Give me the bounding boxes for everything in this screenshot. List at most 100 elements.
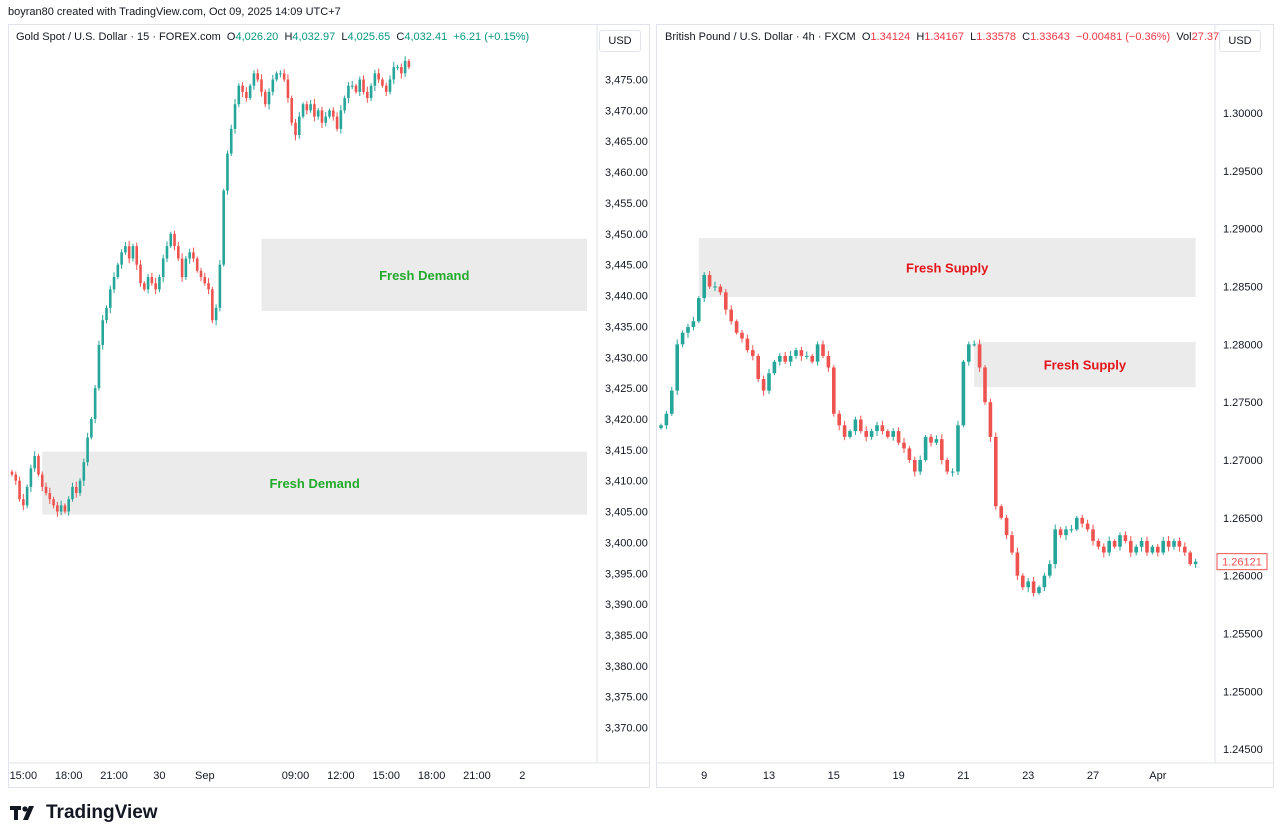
- x-tick-label: 9: [701, 770, 707, 782]
- y-tick-label: 1.27500: [1223, 397, 1263, 409]
- candle: [972, 340, 976, 347]
- candle: [821, 340, 825, 359]
- y-tick-label: 1.30000: [1223, 108, 1263, 120]
- candle: [192, 247, 195, 263]
- y-tick-label: 1.25000: [1223, 686, 1263, 698]
- candle: [263, 89, 267, 108]
- gold-close-value: 4,032.41: [404, 31, 448, 43]
- tradingview-logo[interactable]: TradingView: [10, 802, 158, 824]
- candle: [56, 501, 59, 517]
- candle: [135, 242, 139, 270]
- candle: [112, 272, 116, 293]
- candle: [211, 286, 214, 324]
- candle: [180, 253, 184, 282]
- last-price-label: 1.26121: [1222, 557, 1262, 569]
- gbpusd-symbol-line: British Pound / U.S. Dollar · 4h · FXCM: [665, 31, 856, 43]
- candle: [93, 385, 97, 424]
- candle: [815, 341, 820, 366]
- gbpusd-close-label: C: [1022, 31, 1031, 43]
- candle: [245, 87, 248, 102]
- candle: [1085, 519, 1090, 532]
- x-tick-label: 15: [828, 770, 840, 782]
- candle: [44, 482, 48, 496]
- candle: [74, 481, 78, 498]
- candle: [120, 249, 123, 269]
- zone-rect-1: [974, 342, 1196, 388]
- zone-label-0: Fresh Demand: [379, 268, 469, 283]
- candle: [407, 59, 411, 70]
- candle: [388, 75, 392, 95]
- candle: [358, 76, 362, 97]
- x-tick-label: 19: [892, 770, 904, 782]
- y-tick-label: 3,470.00: [605, 105, 648, 117]
- candle: [139, 259, 142, 287]
- candle: [396, 64, 399, 71]
- candle: [848, 429, 852, 439]
- x-tick-label: Sep: [195, 770, 215, 782]
- candle: [252, 70, 256, 90]
- candle: [940, 434, 944, 465]
- candle: [805, 351, 809, 360]
- tradingview-logo-icon: [10, 804, 40, 822]
- candle: [18, 476, 21, 502]
- gold-chart-pane[interactable]: Gold Spot / U.S. Dollar · 15 · FOREX.com…: [8, 24, 650, 788]
- y-tick-label: 3,450.00: [605, 229, 648, 241]
- candle: [1096, 538, 1101, 550]
- candle: [37, 454, 40, 477]
- x-tick-label: Apr: [1149, 770, 1166, 782]
- y-tick-label: 1.27000: [1223, 455, 1263, 467]
- candle: [707, 271, 712, 289]
- y-tick-label: 3,425.00: [605, 383, 648, 395]
- y-tick-label: 3,460.00: [605, 167, 648, 179]
- gbpusd-open-value: 1.34124: [870, 31, 911, 43]
- y-tick-label: 3,375.00: [605, 692, 648, 704]
- y-tick-label: 1.26000: [1223, 571, 1263, 583]
- candle: [373, 69, 377, 91]
- candle: [67, 496, 70, 516]
- zone-rect-0: [698, 237, 1196, 297]
- candle: [837, 410, 841, 431]
- candle: [923, 435, 928, 462]
- y-tick-label: 3,405.00: [605, 507, 648, 519]
- y-tick-label: 3,445.00: [605, 260, 648, 272]
- gbpusd-chart-pane[interactable]: British Pound / U.S. Dollar · 4h · FXCM …: [656, 24, 1274, 788]
- candle: [1069, 524, 1074, 533]
- gold-currency-button[interactable]: USD: [599, 30, 641, 52]
- candle: [702, 272, 706, 302]
- gbpusd-change-value: −0.00481 (−0.36%): [1076, 31, 1171, 43]
- candle: [880, 420, 885, 435]
- gbpusd-currency-button[interactable]: USD: [1219, 30, 1261, 52]
- candle: [63, 503, 67, 514]
- candle: [184, 256, 188, 281]
- candle: [158, 274, 161, 293]
- candle: [218, 259, 222, 312]
- x-tick-label: 21:00: [463, 770, 491, 782]
- candle: [896, 427, 901, 445]
- zone-rect-1: [42, 451, 588, 515]
- candle: [143, 281, 146, 292]
- gold-legend: Gold Spot / U.S. Dollar · 15 · FOREX.com…: [16, 31, 529, 43]
- zone-label-1: Fresh Demand: [269, 476, 359, 491]
- candle: [290, 95, 294, 126]
- candle: [864, 426, 868, 442]
- y-tick-label: 1.24500: [1223, 744, 1263, 756]
- x-tick-label: 27: [1087, 770, 1099, 782]
- candle: [961, 359, 966, 428]
- candle: [697, 296, 701, 324]
- candle: [301, 102, 305, 119]
- candle: [392, 61, 396, 85]
- candle: [332, 107, 335, 121]
- candle: [1048, 560, 1052, 578]
- candle: [260, 74, 263, 97]
- candle: [1129, 536, 1133, 557]
- gold-open-value: 4,026.20: [235, 31, 279, 43]
- gbpusd-high-value: 1.34167: [924, 31, 965, 43]
- candle: [297, 111, 301, 139]
- gbpusd-low-label: L: [970, 31, 977, 43]
- gold-close-label: C: [396, 31, 405, 43]
- candle: [343, 95, 346, 114]
- candle: [305, 101, 309, 115]
- y-tick-label: 1.28500: [1223, 282, 1263, 294]
- candle: [169, 231, 173, 249]
- candle: [369, 83, 373, 102]
